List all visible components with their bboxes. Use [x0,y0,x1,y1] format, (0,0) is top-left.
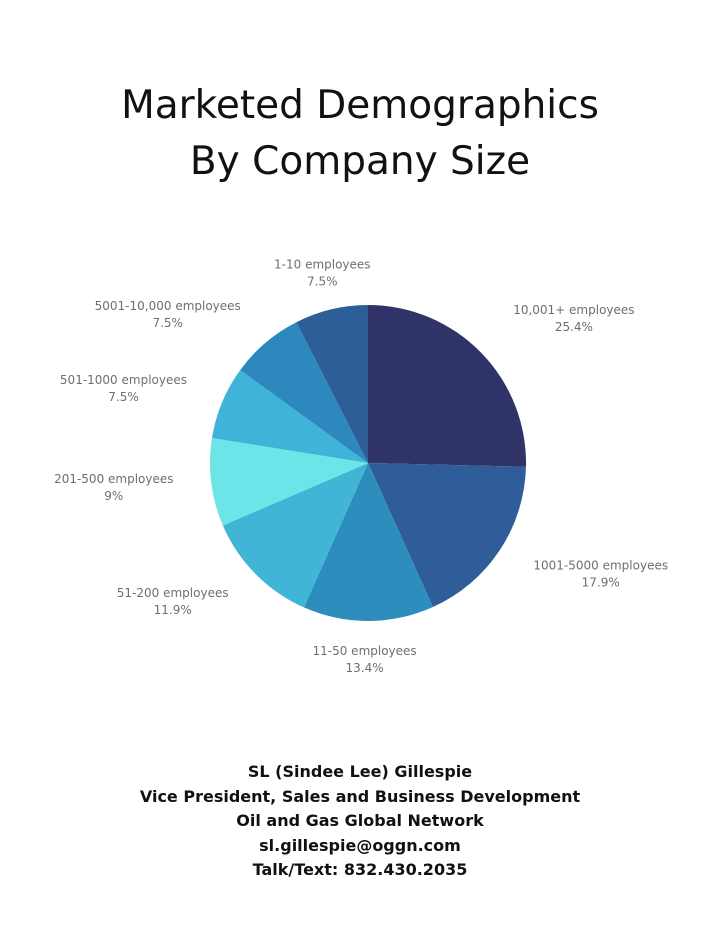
pie-label-category: 501-1000 employees [60,373,187,387]
pie-label-category: 1-10 employees [274,257,371,271]
pie-label-category: 1001-5000 employees [533,558,668,572]
pie-label-category: 201-500 employees [54,472,173,486]
pie-label-value: 11.9% [154,603,192,617]
pie-label-category: 5001-10,000 employees [95,299,241,313]
pie-slice-201-500-employees [209,438,368,526]
pie-slice-11-50-employees [303,463,433,621]
pie-label: 5001-10,000 employees 7.5% [95,299,241,330]
pie-label-value: 9% [104,489,123,503]
contact-name: SL (Sindee Lee) Gillespie [247,762,473,781]
pie-label-value: 7.5% [307,274,338,288]
pie-label: 1001-5000 employees 17.9% [533,558,668,589]
pie-label: 11-50 employees 13.4% [313,644,417,675]
pie-label: 10,001+ employees 25.4% [513,303,634,334]
pie-slice-501-1000-employees [211,370,368,463]
pie-slice-10-001-employees [368,305,527,467]
pie-label: 51-200 employees 11.9% [117,586,229,617]
pie-label-value: 7.5% [152,316,183,330]
pie-label-category: 11-50 employees [313,644,417,658]
pie-label: 501-1000 employees 7.5% [60,373,187,404]
pie-slice-1001-5000-employees [368,463,526,608]
chart-title-line-2: By Company Size [189,139,531,185]
pie-slice-51-200-employees [222,463,368,608]
contact-phone: Talk/Text: 832.430.2035 [252,860,468,879]
pie-label-value: 13.4% [346,661,384,675]
pie-label-value: 25.4% [555,320,593,334]
pie-label: 1-10 employees 7.5% [274,257,371,288]
contact-organization: Oil and Gas Global Network [236,811,484,830]
pie-slices [209,305,527,621]
pie-labels: 10,001+ employees 25.4% 1001-5000 employee… [54,257,668,675]
contact-position: Vice President, Sales and Business Devel… [139,786,581,806]
contact-email[interactable]: sl.gillespie@oggn.com [259,835,461,855]
pie-label-value: 17.9% [582,575,620,589]
pie-label-category: 10,001+ employees [513,303,634,317]
chart-title: Marketed Demographics By Company Size [0,78,720,190]
pie-slice-1-10-employees [296,305,368,463]
contact-block: SL (Sindee Lee) Gillespie Vice President… [0,760,720,883]
pie-slice-5001-10-000-employees [240,322,368,463]
pie-label-value: 7.5% [108,390,139,404]
pie-label-category: 51-200 employees [117,586,229,600]
chart-title-line-1: Marketed Demographics [121,83,599,129]
pie-label: 201-500 employees 9% [54,472,173,503]
